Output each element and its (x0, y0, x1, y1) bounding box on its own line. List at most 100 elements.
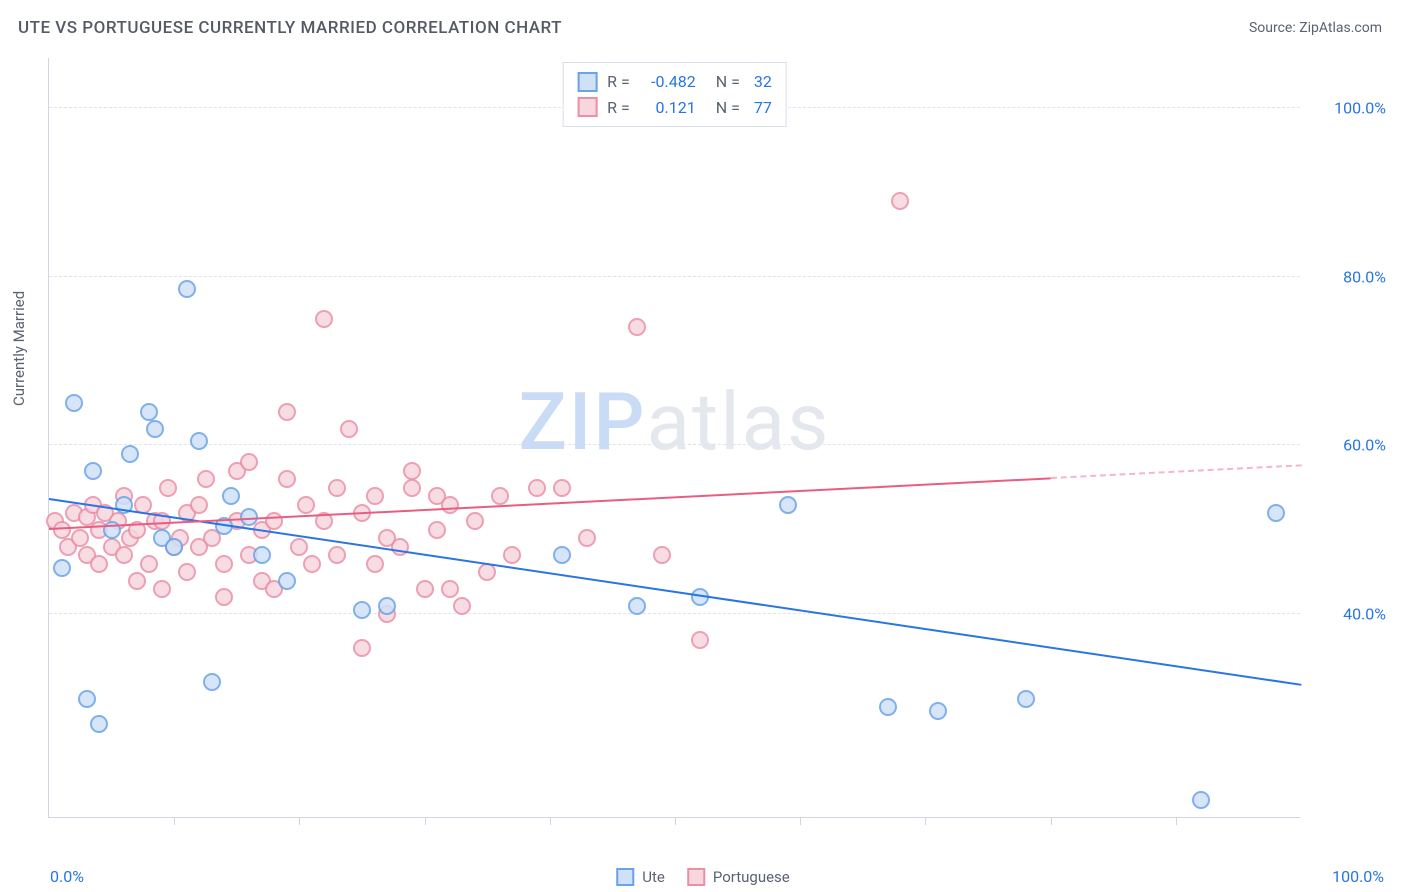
data-point (403, 462, 421, 480)
gridline (49, 444, 1300, 445)
data-point (65, 394, 83, 412)
series-legend: Ute Portuguese (616, 868, 789, 886)
data-point (146, 420, 164, 438)
data-point (297, 496, 315, 514)
data-point (290, 538, 308, 556)
data-point (303, 555, 321, 573)
n-label: N = (716, 95, 740, 121)
data-point (779, 496, 797, 514)
data-point (90, 715, 108, 733)
legend-row-ute: R = -0.482 N = 32 (577, 69, 772, 95)
data-point (278, 470, 296, 488)
x-tick (299, 817, 300, 825)
swatch-ute-small (616, 868, 634, 886)
data-point (278, 403, 296, 421)
data-point (153, 580, 171, 598)
chart-title: UTE VS PORTUGUESE CURRENTLY MARRIED CORR… (18, 18, 562, 38)
n-label: N = (716, 69, 740, 95)
scatter-chart: ZIPatlas R = -0.482 N = 32 R = 0.121 N =… (48, 58, 1300, 818)
data-point (121, 445, 139, 463)
r-value-portuguese: 0.121 (640, 95, 696, 121)
data-point (578, 529, 596, 547)
trend-line (1051, 465, 1301, 480)
data-point (315, 310, 333, 328)
r-label: R = (607, 69, 630, 95)
data-point (197, 470, 215, 488)
x-min-label: 0.0% (50, 867, 84, 886)
data-point (891, 192, 909, 210)
x-tick (550, 817, 551, 825)
series-name-ute: Ute (642, 868, 665, 886)
legend-row-portuguese: R = 0.121 N = 77 (577, 95, 772, 121)
watermark-atlas: atlas (647, 375, 831, 469)
x-max-label: 100.0% (1332, 867, 1384, 886)
data-point (71, 529, 89, 547)
n-value-portuguese: 77 (750, 95, 772, 121)
watermark: ZIPatlas (519, 375, 831, 469)
data-point (178, 280, 196, 298)
n-value-ute: 32 (750, 69, 772, 95)
swatch-portuguese-small (687, 868, 705, 886)
swatch-portuguese (577, 97, 597, 117)
x-tick (425, 817, 426, 825)
data-point (366, 487, 384, 505)
data-point (466, 512, 484, 530)
x-tick (1051, 817, 1052, 825)
data-point (84, 462, 102, 480)
source-label: Source: ZipAtlas.com (1249, 20, 1382, 36)
data-point (691, 631, 709, 649)
data-point (265, 512, 283, 530)
data-point (178, 563, 196, 581)
data-point (1017, 690, 1035, 708)
gridline (49, 613, 1300, 614)
data-point (159, 479, 177, 497)
data-point (653, 546, 671, 564)
y-tick-label: 80.0% (1314, 267, 1386, 286)
trend-line (49, 498, 1301, 686)
x-tick (800, 817, 801, 825)
data-point (879, 698, 897, 716)
data-point (240, 453, 258, 471)
y-tick-label: 40.0% (1314, 605, 1386, 624)
series-name-portuguese: Portuguese (713, 868, 790, 886)
legend-item-ute: Ute (616, 868, 665, 886)
data-point (428, 521, 446, 539)
data-point (628, 597, 646, 615)
data-point (215, 555, 233, 573)
data-point (140, 555, 158, 573)
legend-item-portuguese: Portuguese (687, 868, 790, 886)
data-point (165, 538, 183, 556)
y-axis-label: Currently Married (10, 291, 28, 406)
data-point (453, 597, 471, 615)
data-point (115, 546, 133, 564)
y-tick-label: 100.0% (1314, 98, 1386, 117)
data-point (553, 546, 571, 564)
data-point (53, 521, 71, 539)
gridline (49, 276, 1300, 277)
r-label: R = (607, 95, 630, 121)
data-point (253, 546, 271, 564)
correlation-legend: R = -0.482 N = 32 R = 0.121 N = 77 (562, 62, 787, 127)
x-tick (1176, 817, 1177, 825)
data-point (328, 546, 346, 564)
data-point (378, 597, 396, 615)
data-point (278, 572, 296, 590)
data-point (128, 572, 146, 590)
data-point (140, 403, 158, 421)
data-point (366, 555, 384, 573)
y-tick-label: 60.0% (1314, 436, 1386, 455)
data-point (1192, 791, 1210, 809)
data-point (416, 580, 434, 598)
data-point (190, 496, 208, 514)
data-point (340, 420, 358, 438)
data-point (353, 601, 371, 619)
data-point (222, 487, 240, 505)
data-point (628, 318, 646, 336)
x-tick (675, 817, 676, 825)
data-point (328, 479, 346, 497)
watermark-zip: ZIP (519, 375, 647, 469)
data-point (53, 559, 71, 577)
data-point (929, 702, 947, 720)
data-point (441, 496, 459, 514)
data-point (503, 546, 521, 564)
